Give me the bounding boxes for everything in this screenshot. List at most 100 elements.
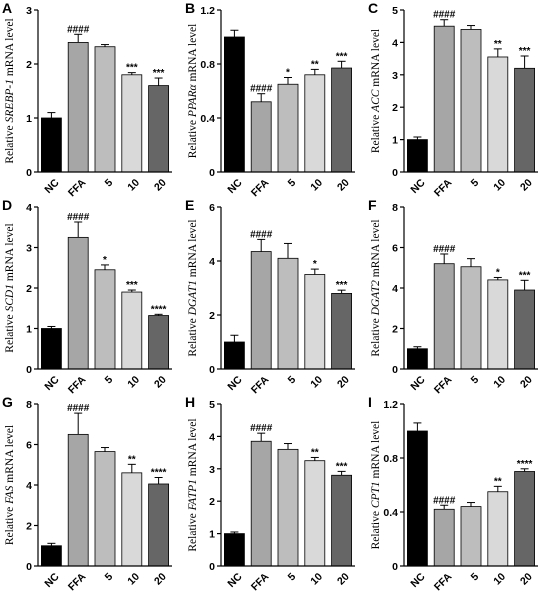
significance-label: **** <box>151 468 167 479</box>
y-tick-label: 4 <box>392 283 398 295</box>
bar-ffa <box>250 251 272 370</box>
x-tick-label: NC <box>408 373 428 393</box>
chart-plot: NC #### FFA 5 * 10 *** 20 0 2 4 6 <box>209 202 355 396</box>
x-tick-label: 10 <box>125 177 142 194</box>
y-tick-label: 4 <box>392 37 398 49</box>
x-tick-label: 20 <box>152 177 169 194</box>
x-tick-label: 10 <box>308 177 325 194</box>
bar-5 <box>94 451 116 567</box>
x-tick-label: FFA <box>66 176 89 199</box>
y-tick-label: 3 <box>209 464 215 476</box>
significance-label: ** <box>311 59 319 70</box>
significance-label: *** <box>336 461 348 472</box>
significance-label: #### <box>250 84 273 95</box>
significance-label: *** <box>519 270 531 281</box>
y-tick-label: 3 <box>26 5 32 17</box>
x-tick-label: 20 <box>518 177 535 194</box>
x-tick-label: NC <box>42 373 62 393</box>
x-tick-label: FFA <box>66 373 89 396</box>
y-tick-label: 6 <box>392 243 398 255</box>
x-tick-label: FFA <box>432 373 455 396</box>
x-tick-label: FFA <box>249 373 272 396</box>
x-tick-label: NC <box>225 373 245 393</box>
x-tick-label: 10 <box>125 374 142 391</box>
bar-nc <box>407 348 428 370</box>
x-tick-label: 5 <box>103 571 116 584</box>
y-tick-label: 2 <box>392 324 398 336</box>
chart-panel-c: C Relative ACC mRNA level NC #### FFA 5 ** 10 **… <box>366 0 549 199</box>
significance-label: #### <box>433 10 456 21</box>
significance-label: #### <box>433 244 456 255</box>
panel-letter: B <box>185 0 196 16</box>
x-tick-label: 10 <box>125 571 142 588</box>
bar-nc <box>41 328 62 370</box>
significance-label: #### <box>67 24 90 35</box>
bar-nc <box>224 36 245 173</box>
bar-20 <box>148 483 170 567</box>
significance-label: * <box>313 259 317 270</box>
y-tick-label: 0 <box>26 364 32 376</box>
significance-label: #### <box>250 229 273 240</box>
bar-ffa <box>433 508 455 567</box>
y-tick-label: 0.8 <box>200 59 215 71</box>
y-tick-label: 2 <box>209 496 215 508</box>
bar-20 <box>331 293 353 370</box>
y-tick-label: 3 <box>26 243 32 255</box>
chart-panel-g: G Relative FAS mRNA level NC #### FFA 5 ** 10 **… <box>0 394 183 592</box>
y-tick-label: 2 <box>392 102 398 114</box>
x-tick-label: 20 <box>335 374 352 391</box>
x-tick-label: 20 <box>518 374 535 391</box>
significance-label: ** <box>311 447 319 458</box>
y-tick-label: 2 <box>26 283 32 295</box>
chart-plot: NC #### FFA * 5 ** 10 *** 20 0 0.4 0.8 1.2 <box>200 5 355 199</box>
y-tick-label: 8 <box>392 202 398 214</box>
y-tick-label: 0 <box>209 561 215 573</box>
chart-panel-a: A Relative SREBP-1 mRNA level NC #### FFA 5 **… <box>0 0 183 199</box>
x-tick-label: 5 <box>286 177 299 190</box>
x-tick-label: 20 <box>335 571 352 588</box>
bar-10 <box>487 491 509 567</box>
significance-label: **** <box>517 459 533 470</box>
bar-ffa <box>433 25 455 173</box>
x-tick-label: NC <box>42 176 62 196</box>
chart-panel-f: F Relative DGAT2 mRNA level NC #### FFA 5 * 10 *… <box>366 197 549 396</box>
significance-label: * <box>286 68 290 79</box>
x-tick-label: 20 <box>335 177 352 194</box>
x-tick-label: 10 <box>308 571 325 588</box>
panel-letter: A <box>2 0 13 16</box>
significance-label: * <box>496 267 500 278</box>
x-tick-label: NC <box>225 176 245 196</box>
bar-20 <box>514 67 536 173</box>
y-tick-label: 4 <box>26 202 32 214</box>
bar-ffa <box>250 101 272 173</box>
bar-10 <box>121 74 143 173</box>
x-tick-label: NC <box>225 570 245 590</box>
bar-20 <box>331 67 353 173</box>
chart-panel-h: H Relative FATP1 mRNA level NC #### FFA 5 ** 10… <box>183 394 366 592</box>
y-tick-label: 0.8 <box>383 453 398 465</box>
bar-10 <box>304 460 326 567</box>
y-tick-label: 2 <box>26 521 32 533</box>
bar-nc <box>41 545 62 567</box>
x-tick-label: NC <box>42 570 62 590</box>
significance-label: *** <box>126 280 138 291</box>
significance-label: ** <box>494 476 502 487</box>
panel-letter: D <box>2 197 13 213</box>
y-tick-label: 1 <box>26 113 32 125</box>
significance-label: *** <box>336 280 348 291</box>
y-tick-label: 5 <box>209 399 215 411</box>
y-tick-label: 1.2 <box>383 399 398 411</box>
chart-plot: NC #### FFA 5 ** 10 *** 20 0 1 2 3 4 5 <box>392 5 538 199</box>
y-tick-label: 0 <box>392 167 398 179</box>
y-tick-label: 3 <box>392 70 398 82</box>
y-tick-label: 8 <box>26 399 32 411</box>
x-tick-label: 10 <box>491 571 508 588</box>
y-tick-label: 6 <box>209 202 215 214</box>
bar-5 <box>277 257 299 370</box>
y-tick-label: 0 <box>26 561 32 573</box>
chart-plot: NC #### FFA 5 *** 10 *** 20 0 1 2 3 <box>26 5 172 199</box>
chart-panel-e: E Relative DGAT1 mRNA level NC #### FFA 5 * 10 *… <box>183 197 366 396</box>
bar-5 <box>460 29 482 173</box>
x-tick-label: 5 <box>469 374 482 387</box>
